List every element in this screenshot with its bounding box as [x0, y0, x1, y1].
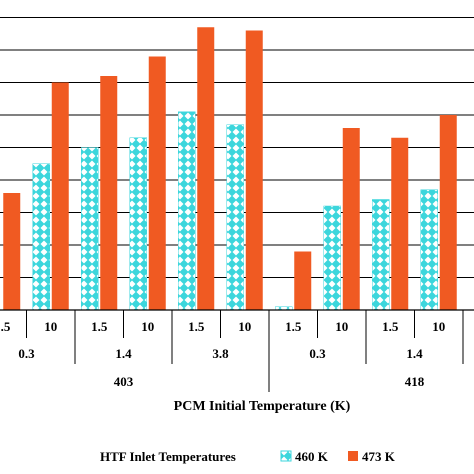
x-group-label: 0.3: [309, 346, 326, 361]
x-supergroup-label: 418: [405, 374, 425, 389]
bar: [3, 193, 21, 310]
legend-label-460: 460 K: [295, 449, 329, 464]
bar: [148, 56, 166, 310]
x-group-label: 1.4: [115, 346, 132, 361]
legend-title: HTF Inlet Temperatures: [100, 449, 236, 464]
bar: [129, 137, 147, 311]
bar: [32, 163, 50, 311]
bar: [420, 189, 438, 311]
legend: HTF Inlet Temperatures 460 K 473 K: [100, 449, 396, 464]
bar: [372, 199, 390, 311]
bar: [245, 30, 263, 310]
x-group-label: 1.4: [406, 346, 423, 361]
x-tick-label: 1.5: [91, 319, 108, 334]
bars: [3, 27, 457, 311]
bar: [439, 115, 457, 310]
bar: [323, 205, 341, 311]
x-axis-title: PCM Initial Temperature (K): [174, 399, 351, 414]
x-group-label: 0.3: [18, 346, 35, 361]
x-tick-labels: 1.5101.5101.5101.5101.5101.5100.31.43.80…: [0, 319, 445, 389]
bar: [81, 147, 99, 311]
x-supergroup-label: 403: [114, 374, 134, 389]
x-tick-label: 1.5: [382, 319, 399, 334]
bar: [342, 128, 360, 310]
x-tick-label: 10: [141, 319, 154, 334]
legend-label-473: 473 K: [362, 449, 396, 464]
bar: [197, 27, 215, 310]
x-tick-label: 10: [432, 319, 445, 334]
x-tick-label: 1.5: [285, 319, 302, 334]
legend-swatch-460: [280, 450, 292, 462]
x-axis: [0, 309, 474, 392]
bar: [100, 76, 118, 310]
legend-swatch-473: [348, 451, 358, 461]
bar: [178, 111, 196, 311]
x-tick-label: 1.5: [188, 319, 205, 334]
x-tick-label: 10: [44, 319, 57, 334]
bar: [294, 251, 312, 310]
bar: [391, 137, 409, 310]
bar: [226, 124, 244, 311]
x-group-label: 3.8: [212, 346, 229, 361]
x-tick-label: 10: [335, 319, 348, 334]
x-tick-label: 1.5: [0, 319, 11, 334]
bar: [51, 82, 69, 310]
x-tick-label: 10: [238, 319, 251, 334]
